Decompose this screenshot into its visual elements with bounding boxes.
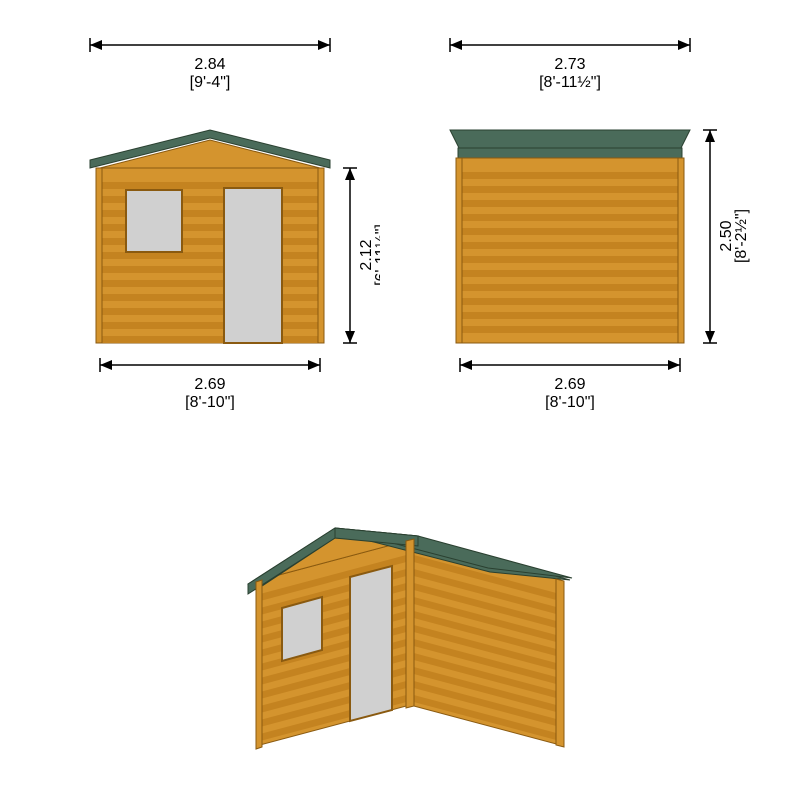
front-elevation-svg: 2.84 [9'-4"] [60, 30, 380, 410]
isometric-svg [200, 450, 600, 780]
side-bottom-imperial: [8'-10"] [545, 394, 595, 410]
front-shed-body [90, 130, 330, 343]
side-top-metric: 2.73 [554, 56, 585, 73]
front-post-left [96, 168, 102, 343]
side-right-imperial: [8'-2½"] [733, 209, 750, 263]
front-window [126, 190, 182, 252]
side-roof-fascia [458, 148, 682, 158]
iso-post-front-right [406, 539, 414, 708]
front-bottom-metric: 2.69 [194, 376, 225, 393]
side-top-imperial: [8'-11½"] [539, 74, 601, 91]
side-shed-body [450, 130, 690, 343]
side-elevation-view: 2.73 [8'-11½"] [420, 30, 760, 410]
front-top-metric: 2.84 [194, 56, 225, 73]
iso-door [350, 566, 392, 721]
front-bottom-dimension: 2.69 [8'-10"] [100, 358, 320, 410]
side-bottom-dimension: 2.69 [8'-10"] [460, 358, 680, 410]
side-roof [450, 130, 690, 150]
front-bottom-imperial: [8'-10"] [185, 394, 235, 410]
iso-post-back-right [556, 579, 564, 747]
front-top-imperial: [9'-4"] [190, 74, 231, 91]
front-top-dimension: 2.84 [9'-4"] [90, 38, 330, 91]
front-door [224, 188, 282, 343]
iso-window [282, 597, 322, 661]
side-bottom-metric: 2.69 [554, 376, 585, 393]
front-elevation-view: 2.84 [9'-4"] [60, 30, 380, 410]
front-right-dimension: 2.12 [6'-11½"] [343, 168, 380, 343]
side-right-dimension: 2.50 [8'-2½"] [703, 130, 750, 343]
side-post-left [456, 158, 462, 343]
side-post-right [678, 158, 684, 343]
side-top-dimension: 2.73 [8'-11½"] [450, 38, 690, 91]
iso-post-front-left [256, 580, 262, 749]
side-elevation-svg: 2.73 [8'-11½"] [420, 30, 760, 410]
front-post-right [318, 168, 324, 343]
isometric-view [200, 450, 600, 780]
front-right-imperial: [6'-11½"] [373, 224, 380, 286]
